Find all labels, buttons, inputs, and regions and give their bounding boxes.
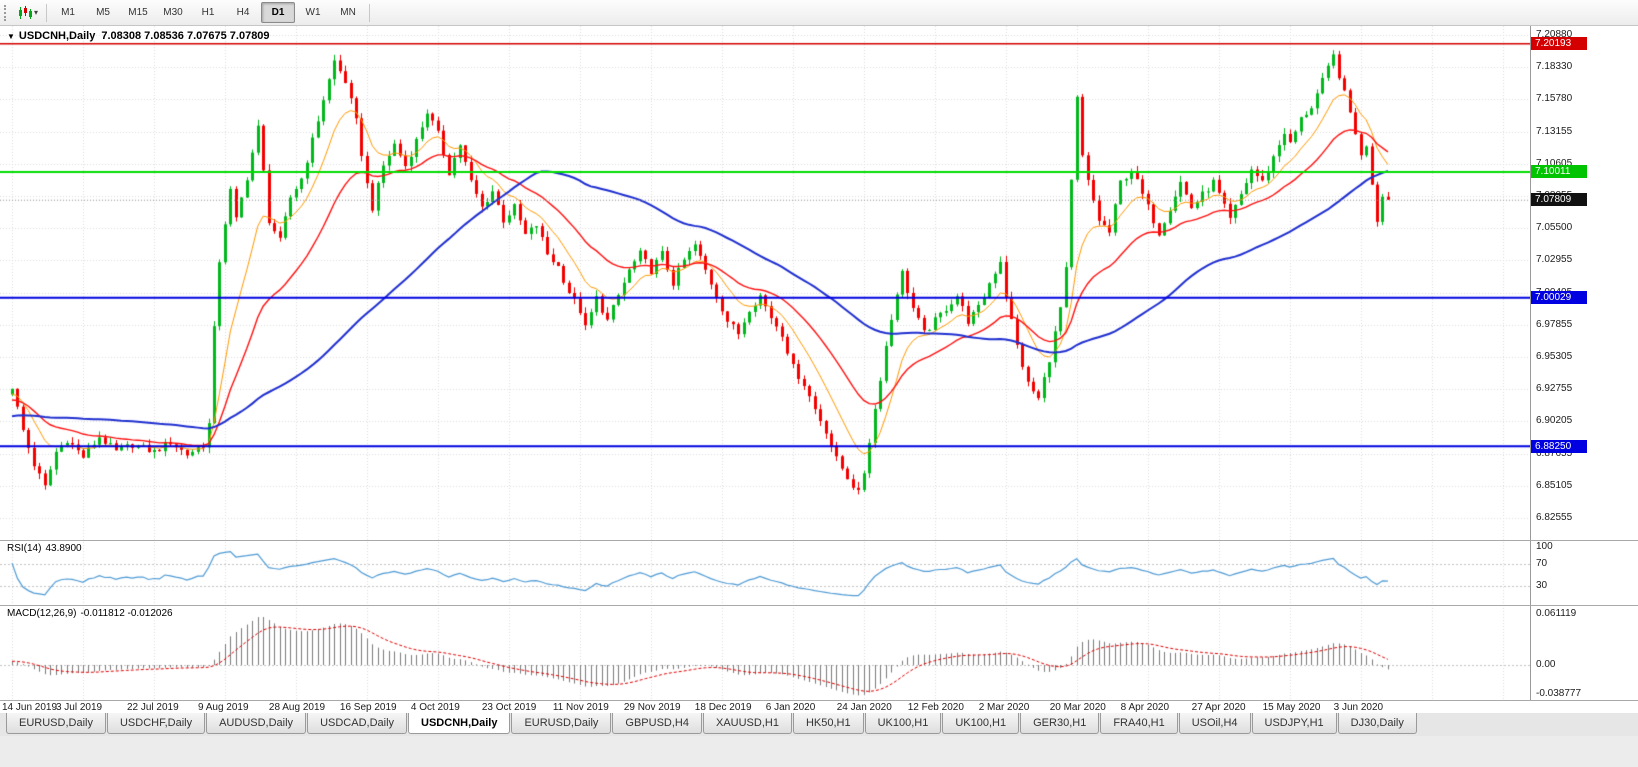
price-tick-label: 7.15780: [1536, 93, 1573, 105]
macd-scale-label: -0.038777: [1536, 688, 1582, 699]
price-tick-label: 6.87655: [1536, 447, 1573, 459]
chart-tab[interactable]: GER30,H1: [1020, 713, 1100, 734]
timeframe-button-W1[interactable]: W1: [305, 7, 321, 18]
date-tick-label: 9 Aug 2019: [197, 702, 249, 713]
price-tick-label: 6.90205: [1536, 415, 1573, 427]
date-tick-label: 27 Apr 2020: [1191, 702, 1246, 713]
date-tick-label: 11 Nov 2019: [552, 702, 609, 713]
chart-tab[interactable]: UK100,H1: [864, 713, 942, 734]
macd-name: MACD(12,26,9): [7, 608, 77, 619]
date-tick-label: 24 Jan 2020: [836, 702, 892, 713]
price-marker-tag: 7.20193: [1531, 37, 1587, 51]
timeframe-button-D1[interactable]: D1: [261, 2, 296, 23]
macd-scale-label: 0.00: [1536, 659, 1556, 670]
date-tick-label: 22 Jul 2019: [126, 702, 179, 713]
chart-ohlc-values: 7.08308 7.08536 7.07675 7.07809: [101, 30, 270, 42]
date-tick-label: 14 Jun 2019: [2, 702, 58, 713]
candlestick-chart-icon: [19, 5, 32, 19]
price-chart-canvas[interactable]: [0, 26, 1530, 700]
chart-tab[interactable]: DJ30,Daily: [1337, 713, 1417, 734]
timeframe-button-group: M1 M5 M15 M30 H1 H4 D1 W1 MN: [51, 2, 365, 23]
macd-current-values: -0.011812 -0.012026: [80, 608, 173, 619]
rsi-scale-label: 70: [1536, 557, 1548, 569]
date-tick-label: 6 Jan 2020: [765, 702, 816, 713]
timeframe-button-H4[interactable]: H4: [236, 7, 250, 18]
date-tick-label: 16 Sep 2019: [339, 702, 397, 713]
price-tick-label: 7.05500: [1536, 222, 1573, 234]
timeframe-button-H1[interactable]: H1: [201, 7, 215, 18]
date-tick-label: 8 Apr 2020: [1120, 702, 1170, 713]
date-tick-label: 20 Mar 2020: [1049, 702, 1106, 713]
price-marker-tag: 6.88250: [1531, 439, 1587, 453]
pane-splitter[interactable]: [0, 605, 1638, 606]
price-tick-label: 6.95305: [1536, 351, 1573, 362]
pane-splitter[interactable]: [0, 540, 1638, 541]
rsi-current-value: 43.8900: [45, 543, 82, 554]
chart-tab[interactable]: XAUUSD,H1: [702, 713, 792, 734]
chart-tab[interactable]: UK100,H1: [942, 713, 1020, 734]
timeframes-toolbar: ▾ M1 M5 M15 M30 H1 H4 D1 W1 MN: [0, 0, 1638, 26]
price-tick-label: 6.85105: [1536, 479, 1573, 491]
chart-tab[interactable]: USDCHF,Daily: [106, 713, 206, 734]
rsi-name: RSI(14): [7, 543, 42, 554]
date-tick-label: 3 Jun 2020: [1333, 702, 1384, 713]
window-bottom-strip: [0, 736, 1638, 767]
chart-type-button[interactable]: ▾: [13, 2, 42, 24]
chart-tab[interactable]: USDJPY,H1: [1251, 713, 1337, 734]
toolbar-grip-handle[interactable]: [4, 4, 9, 21]
toolbar-separator: [369, 3, 371, 22]
timeframe-button-M30[interactable]: M30: [163, 7, 183, 18]
chart-window: ▼ USDCNH,Daily 7.08308 7.08536 7.07675 7.0…: [0, 26, 1638, 713]
price-marker-tag: 7.00029: [1531, 291, 1587, 305]
date-tick-label: 23 Oct 2019: [481, 702, 537, 713]
chart-tab[interactable]: AUDUSD,Daily: [206, 713, 307, 734]
rsi-scale-label: 100: [1536, 541, 1553, 552]
macd-scale-label: 0.061119: [1536, 608, 1577, 619]
chart-tab[interactable]: FRA40,H1: [1100, 713, 1178, 734]
price-tick-label: 7.10605: [1536, 157, 1573, 169]
date-tick-label: 15 May 2020: [1262, 702, 1321, 713]
timeframe-button-M1[interactable]: M1: [61, 7, 75, 18]
chart-tab[interactable]: EURUSD,Daily: [6, 713, 106, 734]
price-scale[interactable]: 7.208807.183307.157807.131557.106057.080…: [1530, 26, 1638, 712]
dropdown-caret-icon: ▾: [34, 8, 39, 17]
timeframe-button-M5[interactable]: M5: [96, 7, 110, 18]
price-tick-label: 7.18330: [1536, 61, 1573, 73]
date-tick-label: 12 Feb 2020: [907, 702, 964, 713]
chart-tab[interactable]: USDCAD,Daily: [307, 713, 408, 734]
price-tick-label: 7.20880: [1536, 29, 1573, 40]
price-tick-label: 6.97855: [1536, 318, 1573, 330]
timeframe-button-M15[interactable]: M15: [128, 7, 148, 18]
date-tick-label: 28 Aug 2019: [268, 702, 326, 713]
date-tick-label: 18 Dec 2019: [694, 702, 752, 713]
chart-tab-bar: EURUSD,Daily USDCHF,Daily AUDUSD,Daily USDC…: [0, 712, 1638, 736]
price-tick-label: 7.13155: [1536, 125, 1573, 137]
rsi-scale-label: 30: [1536, 580, 1548, 592]
price-marker-tag: 7.07809: [1531, 193, 1587, 207]
date-tick-label: 3 Jul 2019: [55, 702, 103, 713]
macd-indicator-label: MACD(12,26,9) -0.011812 -0.012026: [7, 608, 177, 619]
toolbar-separator: [46, 3, 48, 22]
collapse-arrow-icon[interactable]: ▼: [7, 32, 15, 41]
date-tick-label: 4 Oct 2019: [410, 702, 460, 713]
chart-symbol-period: USDCNH,Daily: [18, 30, 96, 42]
price-tick-label: 6.82555: [1536, 512, 1573, 523]
chart-tab[interactable]: HK50,H1: [792, 713, 864, 734]
price-tick-label: 7.02955: [1536, 254, 1573, 266]
chart-tab[interactable]: GBPUSD,H4: [612, 713, 702, 734]
price-marker-tag: 7.10011: [1531, 165, 1587, 179]
date-tick-label: 2 Mar 2020: [978, 702, 1030, 713]
price-tick-label: 6.92755: [1536, 383, 1573, 395]
time-axis[interactable]: 14 Jun 2019 3 Jul 2019 22 Jul 2019 9 Aug 20…: [0, 700, 1638, 713]
date-tick-label: 29 Nov 2019: [623, 702, 681, 713]
chart-title: ▼ USDCNH,Daily 7.08308 7.08536 7.07675 7.0…: [7, 30, 270, 42]
chart-tab[interactable]: USDCNH,Daily: [408, 713, 511, 734]
chart-tab[interactable]: USOil,H4: [1178, 713, 1251, 734]
chart-tab[interactable]: EURUSD,Daily: [511, 713, 612, 734]
rsi-indicator-label: RSI(14) 43.8900: [7, 543, 86, 554]
timeframe-button-MN[interactable]: MN: [340, 7, 356, 18]
